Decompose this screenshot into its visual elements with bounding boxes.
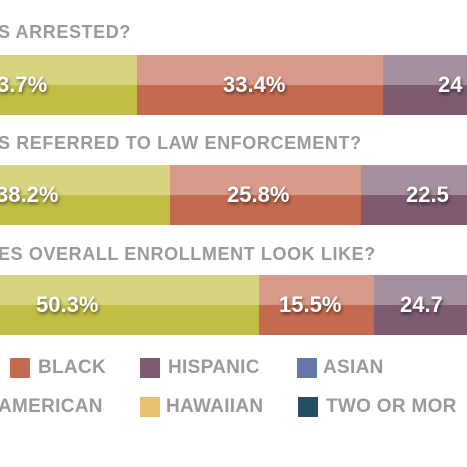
stacked-bar: 50.3% 15.5% 24.7 (0, 275, 467, 335)
segment (137, 55, 383, 115)
segment (374, 275, 467, 335)
stacked-bar: 3.7% 33.4% 24 (0, 55, 467, 115)
legend-swatch (298, 397, 318, 417)
segment-label: 15.5% (279, 292, 342, 317)
segment (0, 165, 170, 225)
legend-label: BLACK (38, 357, 106, 378)
segment (259, 275, 374, 335)
segment-label: 25.8% (227, 182, 290, 207)
segment (0, 55, 137, 115)
segment (383, 55, 467, 115)
question: S REFERRED TO LAW ENFORCEMENT? (0, 133, 362, 153)
legend-label: ASIAN (323, 357, 384, 378)
legend-label: HISPANIC (168, 357, 260, 378)
question: S ARRESTED? (0, 22, 131, 42)
segment-label: 24.7 (400, 292, 443, 317)
legend-label: HAWAIIAN (166, 396, 264, 417)
legend-swatch (10, 358, 30, 378)
segment-label: 22.5 (406, 182, 449, 207)
segment-label: 24 (438, 72, 463, 97)
segment-label: 33.4% (223, 72, 286, 97)
segment (170, 165, 361, 225)
legend-label: AMERICAN (0, 396, 103, 417)
segment-label: 50.3% (36, 292, 99, 317)
stacked-bar: 38.2% 25.8% 22.5 (0, 165, 467, 225)
segment (0, 275, 259, 335)
segment-label: 38.2% (0, 182, 59, 207)
legend-swatch (140, 358, 160, 378)
segment-label: 3.7% (0, 72, 48, 97)
legend-swatch (140, 397, 160, 417)
segment (361, 165, 467, 225)
legend-label: TWO OR MOR (326, 396, 457, 417)
legend-swatch (297, 358, 317, 378)
question: ES OVERALL ENROLLMENT LOOK LIKE? (0, 244, 376, 264)
